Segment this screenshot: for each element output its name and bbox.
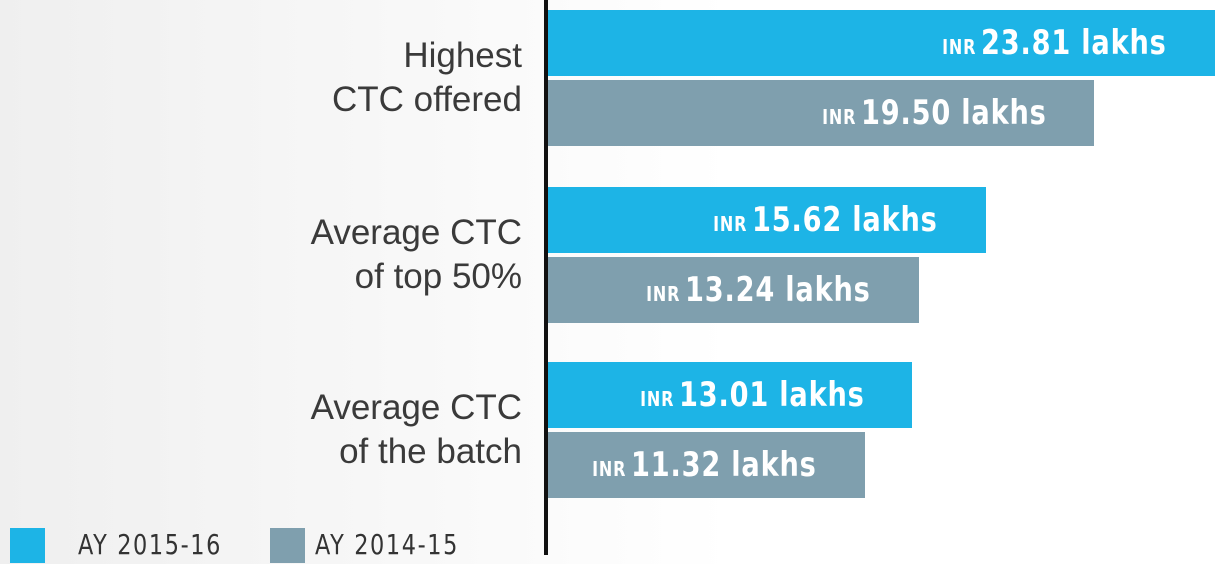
axis-line [544, 0, 548, 555]
bar: INR 13.01 lakhs [548, 362, 913, 428]
bar: INR 13.24 lakhs [548, 257, 919, 323]
value-label: INR 13.01 lakhs [639, 375, 865, 415]
value-label: INR 11.32 lakhs [592, 445, 818, 485]
category-label: Average CTC of top 50% [310, 213, 522, 296]
value-label: INR 23.81 lakhs [942, 23, 1167, 63]
bar: INR 23.81 lakhs [548, 10, 1215, 76]
legend-swatch [270, 528, 305, 563]
legend-swatch [10, 528, 45, 563]
value-label: INR 19.50 lakhs [821, 93, 1047, 133]
bar: INR 19.50 lakhs [548, 80, 1095, 146]
bar: INR 11.32 lakhs [548, 432, 866, 498]
bar: INR 15.62 lakhs [548, 187, 986, 253]
category-label: Highest CTC offered [332, 36, 522, 119]
value-label: INR 13.24 lakhs [646, 270, 871, 310]
category-label: Average CTC of the batch [310, 388, 522, 471]
legend-label: AY 2014-15 [315, 528, 459, 561]
value-label: INR 15.62 lakhs [713, 200, 938, 240]
legend-label: AY 2015-16 [78, 528, 222, 561]
